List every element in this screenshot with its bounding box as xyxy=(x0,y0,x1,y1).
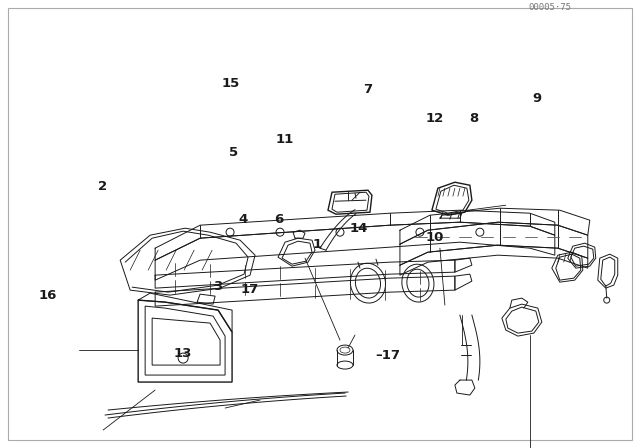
Text: 13: 13 xyxy=(173,348,192,361)
Text: 5: 5 xyxy=(229,146,238,159)
Text: 12: 12 xyxy=(426,112,444,125)
Text: 16: 16 xyxy=(39,289,58,302)
Text: 8: 8 xyxy=(469,112,478,125)
Text: 2: 2 xyxy=(98,180,107,193)
Text: 15: 15 xyxy=(221,77,239,90)
Text: 6: 6 xyxy=(274,213,283,226)
Text: 10: 10 xyxy=(426,231,444,244)
Text: 14: 14 xyxy=(349,222,367,235)
Text: 7: 7 xyxy=(364,83,372,96)
Text: 00005·75: 00005·75 xyxy=(529,3,572,12)
Text: –17: –17 xyxy=(375,349,400,362)
Text: 3: 3 xyxy=(213,280,222,293)
Text: 9: 9 xyxy=(533,92,542,105)
Text: 11: 11 xyxy=(276,133,294,146)
Text: 17: 17 xyxy=(241,283,259,296)
Text: 1: 1 xyxy=(312,238,321,251)
Text: 4: 4 xyxy=(239,213,248,226)
